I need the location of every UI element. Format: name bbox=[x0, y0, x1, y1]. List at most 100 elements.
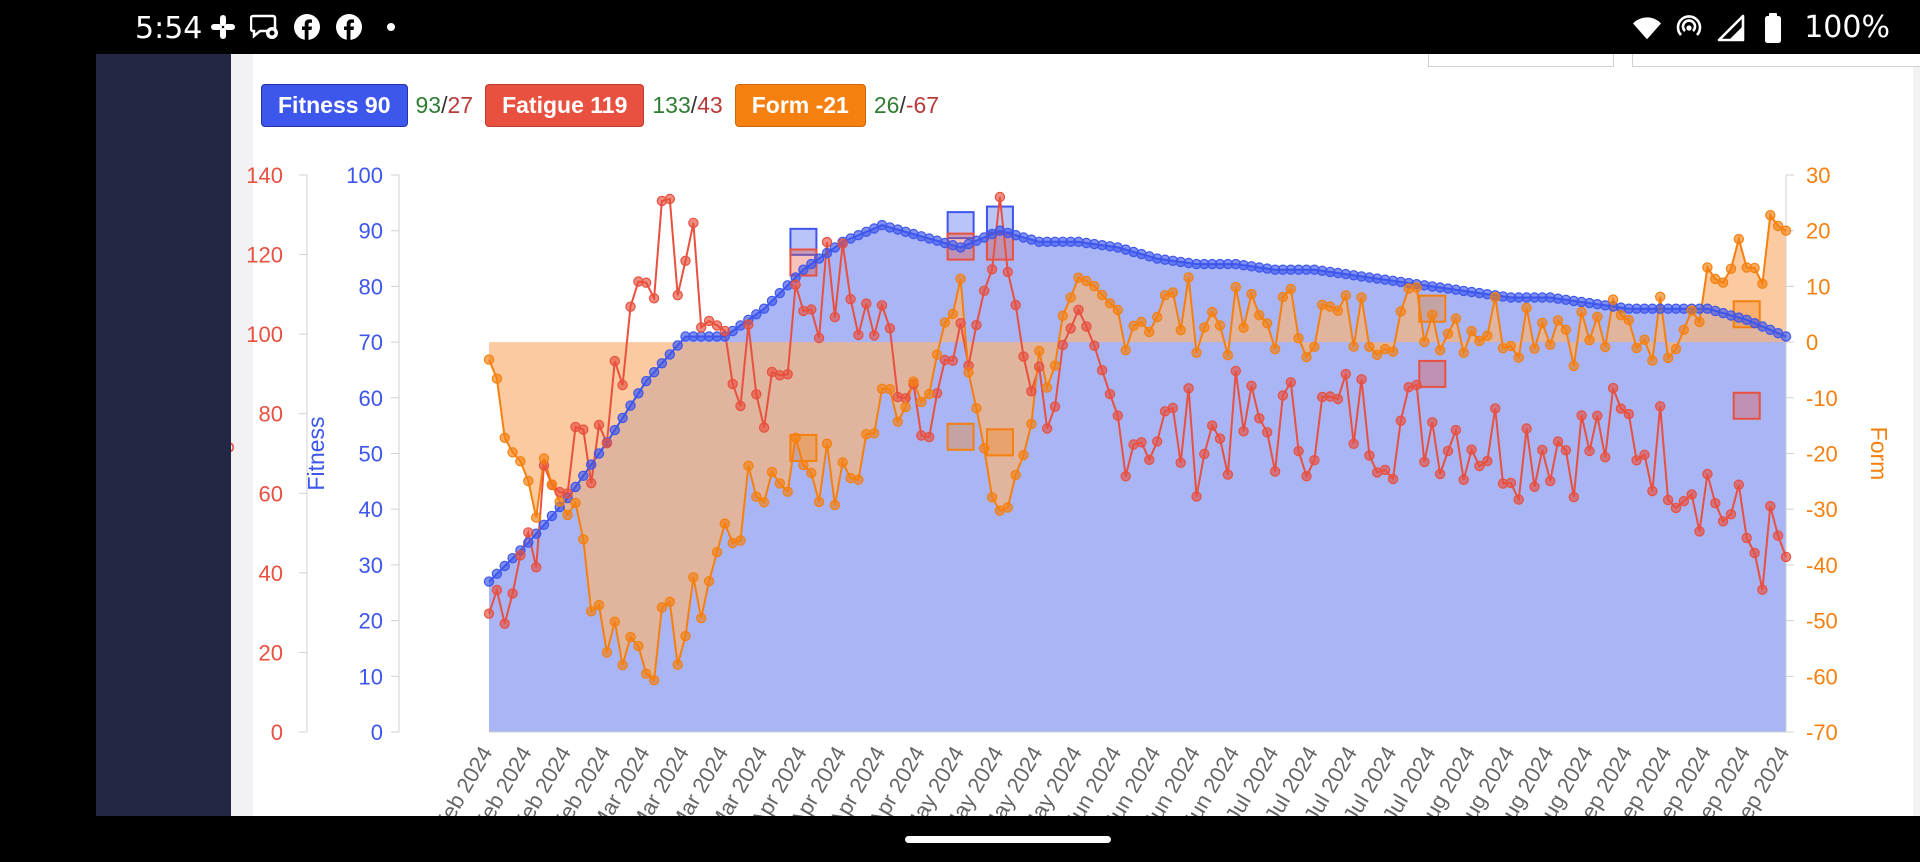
fatigue-point bbox=[1568, 491, 1580, 503]
fitness-point bbox=[593, 448, 605, 459]
fatigue-point bbox=[1112, 410, 1124, 421]
fitness-tick-label: 80 bbox=[359, 274, 383, 299]
status-time: 5:54 bbox=[135, 11, 203, 46]
form-point bbox=[1576, 306, 1587, 318]
form-point bbox=[1631, 342, 1642, 354]
legend-fitness-chip[interactable]: Fitness 90 bbox=[261, 84, 408, 127]
form-point bbox=[813, 496, 825, 508]
form-point bbox=[1096, 289, 1108, 301]
facebook-icon bbox=[292, 12, 322, 42]
form-point bbox=[1607, 294, 1619, 305]
fitness-down-value: 27 bbox=[447, 92, 474, 118]
fatigue-point bbox=[1175, 457, 1186, 468]
fitness-tick-label: 20 bbox=[359, 609, 383, 634]
fatigue-point bbox=[1529, 481, 1540, 492]
fatigue-point bbox=[1309, 455, 1320, 466]
form-point bbox=[711, 546, 723, 558]
form-point bbox=[1034, 345, 1045, 357]
fatigue-point bbox=[955, 318, 966, 329]
chat-settings-icon bbox=[250, 12, 280, 42]
fatigue-point bbox=[1521, 423, 1532, 434]
form-point bbox=[1183, 272, 1194, 283]
fatigue-point bbox=[1277, 390, 1289, 401]
range-separator: / bbox=[899, 92, 906, 118]
legend-form-chip[interactable]: Form -21 bbox=[734, 84, 866, 127]
fatigue-point bbox=[986, 264, 998, 275]
fatigue-tick-label: 20 bbox=[259, 640, 283, 665]
top-control-right[interactable] bbox=[1632, 54, 1920, 67]
form-point bbox=[1654, 291, 1666, 302]
fatigue-point bbox=[648, 293, 660, 304]
form-point bbox=[1049, 360, 1061, 371]
form-up-value: 26 bbox=[873, 92, 900, 118]
form-point bbox=[554, 496, 565, 507]
form-highlight-marker bbox=[946, 422, 975, 451]
fatigue-tick-label: 120 bbox=[246, 243, 283, 268]
form-point bbox=[1364, 341, 1375, 352]
form-point bbox=[806, 467, 817, 479]
fatigue-point bbox=[1254, 413, 1265, 424]
fatigue-point bbox=[1041, 423, 1053, 434]
fatigue-point bbox=[1757, 584, 1768, 595]
legend-fatigue-chip[interactable]: Fatigue 119 bbox=[485, 84, 645, 127]
fatigue-point bbox=[523, 527, 534, 538]
fatigue-point bbox=[719, 325, 730, 337]
fatigue-point bbox=[1725, 509, 1737, 520]
form-point bbox=[570, 497, 581, 509]
fatigue-point bbox=[1136, 437, 1147, 448]
fatigue-highlight-marker bbox=[1418, 359, 1447, 388]
wifi-icon bbox=[1632, 13, 1662, 43]
form-point bbox=[1568, 360, 1580, 372]
form-point bbox=[1018, 450, 1029, 461]
form-point bbox=[1521, 302, 1532, 314]
fatigue-point bbox=[994, 191, 1006, 203]
home-handle[interactable] bbox=[905, 836, 1111, 843]
form-point bbox=[1725, 263, 1737, 274]
fatigue-point bbox=[1065, 323, 1076, 334]
fatigue-point bbox=[1702, 468, 1713, 480]
fatigue-point bbox=[1489, 403, 1501, 414]
fatigue-point bbox=[609, 355, 620, 367]
form-point bbox=[743, 460, 754, 471]
form-point bbox=[1269, 343, 1281, 355]
form-point bbox=[1529, 343, 1540, 354]
fitness-point bbox=[656, 358, 668, 369]
form-point bbox=[1686, 305, 1697, 316]
fatigue-point bbox=[1034, 361, 1045, 372]
fatigue-point bbox=[947, 355, 959, 366]
form-point bbox=[1152, 311, 1163, 323]
form-point bbox=[1419, 336, 1430, 348]
form-point bbox=[1230, 281, 1242, 293]
form-point bbox=[593, 599, 605, 611]
fitness-point bbox=[806, 258, 817, 270]
fatigue-point bbox=[1340, 368, 1352, 380]
top-control-left[interactable] bbox=[1428, 54, 1614, 67]
fitness-tick-label: 70 bbox=[359, 330, 383, 355]
form-point bbox=[1482, 330, 1493, 341]
fatigue-point bbox=[1576, 410, 1587, 421]
fitness-point bbox=[672, 340, 683, 351]
form-point bbox=[1261, 318, 1273, 329]
fatigue-point bbox=[672, 289, 683, 301]
fatigue-point bbox=[586, 478, 597, 489]
axes: 020406080100120140Fatigue010203040506070… bbox=[231, 163, 1892, 745]
form-point bbox=[664, 596, 675, 608]
form-point bbox=[562, 509, 573, 521]
form-axis-title: Form bbox=[1866, 427, 1892, 481]
fatigue-point bbox=[829, 311, 841, 323]
form-point bbox=[656, 602, 668, 613]
form-point bbox=[939, 317, 951, 328]
form-point bbox=[1057, 310, 1069, 321]
form-point bbox=[1505, 340, 1517, 352]
form-point bbox=[1120, 345, 1131, 356]
fitness-point bbox=[798, 264, 809, 275]
form-point bbox=[491, 373, 503, 384]
fatigue-point bbox=[1694, 526, 1705, 537]
form-point bbox=[1623, 314, 1635, 326]
form-point bbox=[1104, 298, 1116, 309]
fatigue-point bbox=[1120, 471, 1131, 482]
fatigue-point bbox=[578, 424, 589, 435]
fatigue-point bbox=[1584, 445, 1595, 457]
form-point bbox=[955, 273, 966, 284]
fitness-point bbox=[641, 375, 652, 387]
